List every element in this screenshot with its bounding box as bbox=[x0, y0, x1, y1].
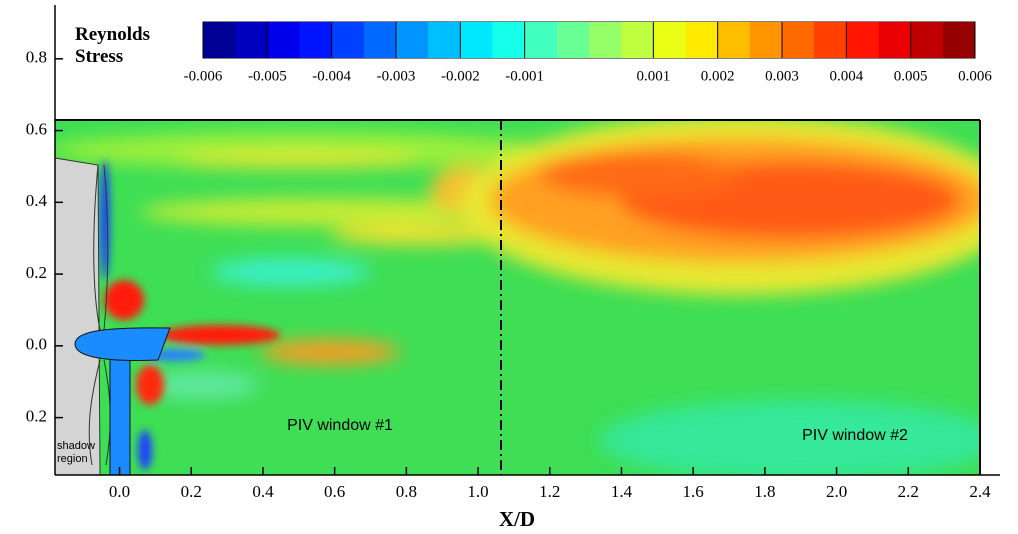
y-tick-label: 0.2 bbox=[26, 263, 47, 282]
x-tick-label: 1.2 bbox=[539, 482, 560, 501]
x-tick-label: 1.8 bbox=[754, 482, 775, 501]
x-tick-label: 0.2 bbox=[181, 482, 202, 501]
nacelle bbox=[74, 327, 171, 361]
colorbar-level bbox=[556, 22, 590, 58]
colorbar-level bbox=[203, 22, 236, 58]
annotation: PIV window #2 bbox=[802, 427, 908, 444]
y-tick-label: 0.6 bbox=[26, 119, 47, 138]
colorbar-tick-label: -0.005 bbox=[248, 68, 287, 84]
y-tick-label: 0.4 bbox=[26, 191, 48, 210]
shadow-region bbox=[55, 157, 101, 475]
x-tick-label: 1.6 bbox=[683, 482, 704, 501]
y-tick-label: 0.2 bbox=[26, 407, 47, 426]
colorbar-level bbox=[717, 22, 751, 58]
colorbar-level bbox=[267, 22, 300, 58]
colorbar-level bbox=[685, 22, 719, 58]
colorbar-tick-label: 0.003 bbox=[765, 68, 799, 84]
tower bbox=[109, 344, 131, 475]
colorbar-level bbox=[331, 22, 365, 58]
x-tick-label: 0.0 bbox=[109, 482, 130, 501]
colorbar-tick-label: 0.005 bbox=[894, 68, 928, 84]
colorbar-tick-label: -0.003 bbox=[377, 68, 416, 84]
colorbar-tick-label: 0.004 bbox=[829, 68, 863, 84]
x-tick-label: 1.4 bbox=[611, 482, 633, 501]
colorbar-level bbox=[621, 22, 654, 58]
y-tick-label: 0.8 bbox=[26, 48, 47, 67]
x-tick-label: 2.4 bbox=[969, 482, 991, 501]
colorbar-level bbox=[428, 22, 461, 58]
colorbar-level bbox=[363, 22, 397, 58]
y-tick-label: 0.0 bbox=[26, 335, 47, 354]
colorbar: -0.006 -0.005 -0.004 -0.003 -0.002 -0.001 0.00… bbox=[184, 22, 992, 84]
x-tick-label: 0.8 bbox=[396, 482, 417, 501]
colorbar-tick-label: -0.002 bbox=[441, 68, 480, 84]
colorbar-tick-label: -0.004 bbox=[312, 68, 351, 84]
x-axis-label: X/D bbox=[499, 507, 535, 531]
x-tick-label: 2.0 bbox=[826, 482, 847, 501]
colorbar-tick-label: -0.006 bbox=[184, 68, 223, 84]
colorbar-level bbox=[396, 22, 429, 58]
colorbar-level bbox=[299, 22, 333, 58]
colorbar-tick-label: 0.006 bbox=[958, 68, 992, 84]
x-tick-label: 1.0 bbox=[467, 482, 488, 501]
colorbar-level bbox=[878, 22, 912, 58]
colorbar-level bbox=[235, 22, 268, 58]
colorbar-level bbox=[782, 22, 815, 58]
colorbar-level bbox=[460, 22, 493, 58]
colorbar-level bbox=[846, 22, 879, 58]
colorbar-level bbox=[492, 22, 526, 58]
annotation: PIV window #1 bbox=[287, 417, 393, 434]
colorbar-level bbox=[589, 22, 622, 58]
colorbar-level bbox=[942, 22, 976, 58]
colorbar-tick-label: -0.001 bbox=[505, 68, 544, 84]
colorbar-level bbox=[749, 22, 783, 58]
colorbar-title: Reynolds Stress bbox=[75, 24, 150, 67]
colorbar-level bbox=[910, 22, 944, 58]
x-tick-label: 0.6 bbox=[324, 482, 345, 501]
colorbar-level bbox=[814, 22, 847, 58]
contour-field bbox=[55, 120, 980, 475]
annotation: shadow region bbox=[57, 440, 95, 465]
colorbar-level bbox=[524, 22, 558, 58]
x-tick-label: 0.4 bbox=[252, 482, 274, 501]
x-tick-label: 2.2 bbox=[898, 482, 919, 501]
colorbar-level bbox=[653, 22, 686, 58]
colorbar-tick-label: 0.002 bbox=[701, 68, 735, 84]
colorbar-tick-label: 0.001 bbox=[636, 68, 670, 84]
